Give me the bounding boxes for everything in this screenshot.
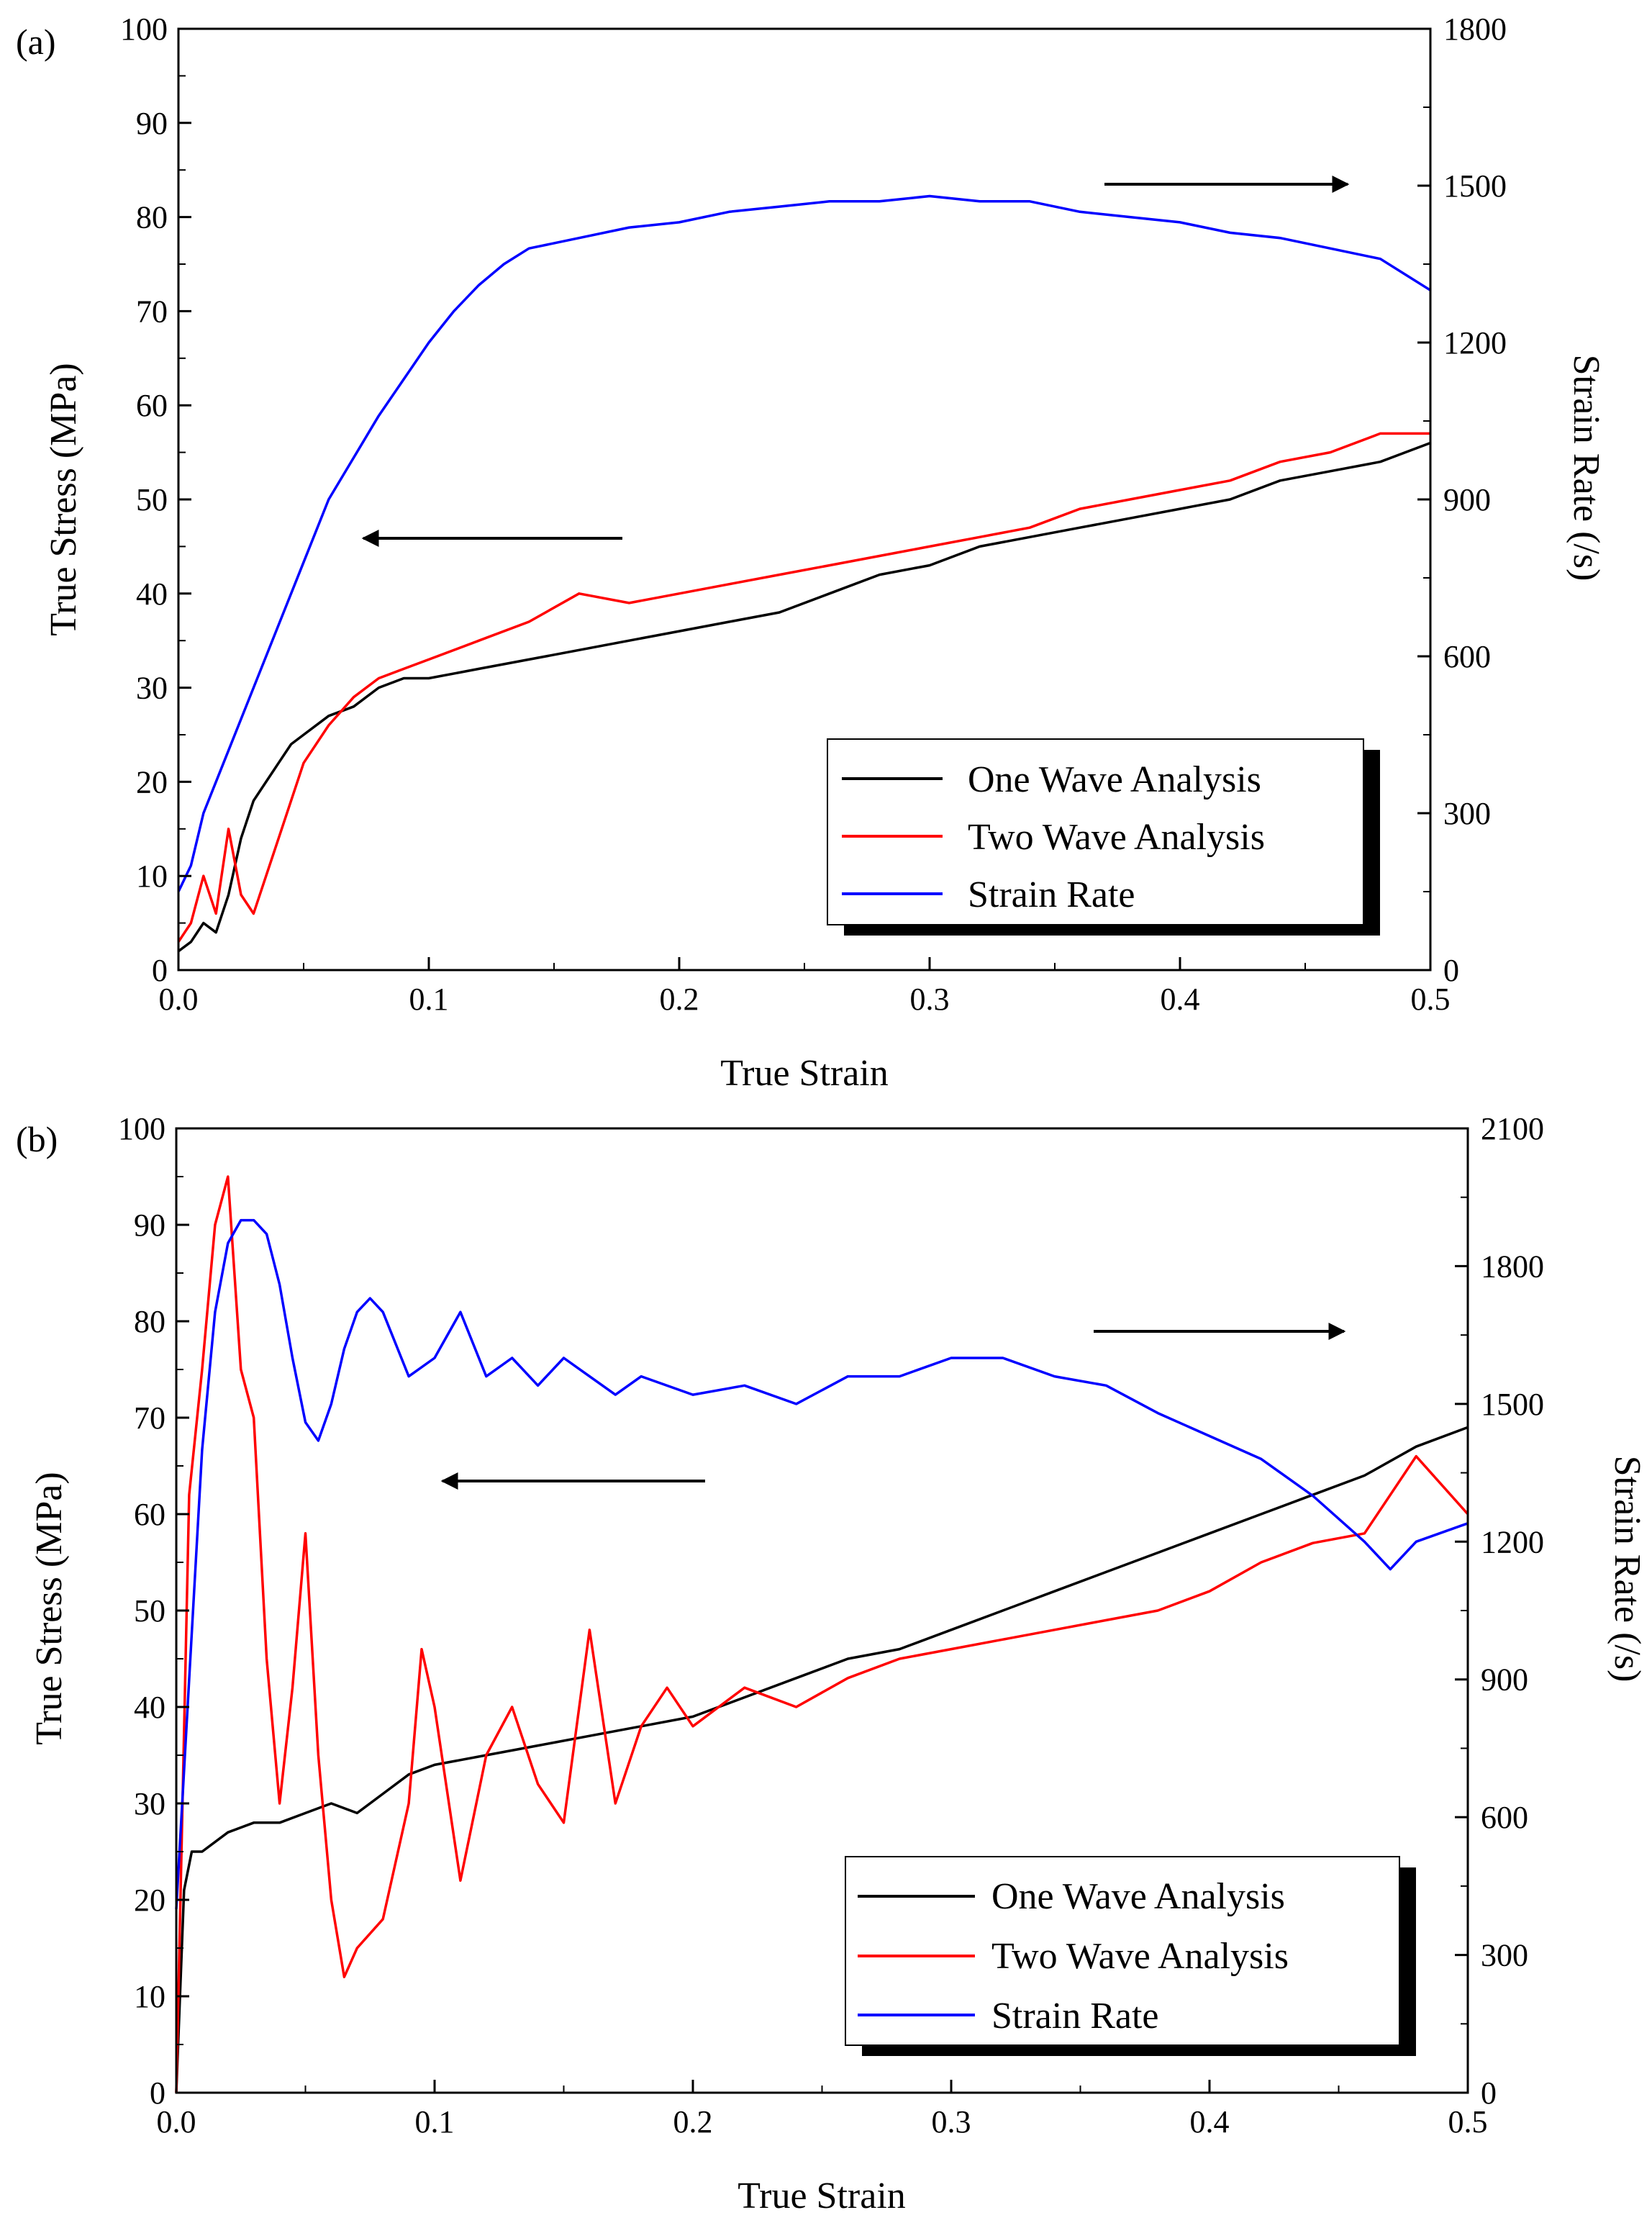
panel-a-x-label: True Strain <box>720 1053 889 1094</box>
panel-a-ticks: 0.0 0.1 0.2 0.3 0.4 0.50102030405060708090100… <box>120 12 1507 1017</box>
panel-b-y-tick-label: 0 <box>150 2075 165 2111</box>
panel-b: (b) 0.0 0.1 0.2 0.3 0.4 0.5010203040506070809… <box>16 1111 1648 2216</box>
panel-b-y-tick-label: 10 <box>134 1979 165 2014</box>
panel-b-y-tick-label: 90 <box>134 1208 165 1243</box>
panel-b-y-tick-label: 50 <box>134 1593 165 1629</box>
panel-b-y2-tick-label: 300 <box>1481 1938 1528 1973</box>
panel-b-series-two-wave <box>175 1175 1469 2093</box>
panel-b-y2-label: Strain Rate (/s) <box>1607 1456 1648 1683</box>
panel-b-y2-tick-label: 900 <box>1481 1662 1528 1698</box>
panel-a: (a) 0.0 0.1 0.2 0.3 0.4 0.5010203040506070809… <box>16 12 1607 1094</box>
panel-b-x-tick-label: 0.5 <box>1448 2104 1488 2139</box>
panel-a-series-one-wave <box>177 441 1431 953</box>
panel-a-y2-label: Strain Rate (/s) <box>1566 355 1607 581</box>
panel-b-y-label: True Stress (MPa) <box>29 1472 70 1744</box>
panel-a-y2-tick-label: 1500 <box>1443 168 1507 204</box>
panel-a-y-tick-label: 10 <box>136 859 168 894</box>
panel-b-y2-tick-label: 1200 <box>1481 1524 1544 1559</box>
panel-b-x-tick-label: 0.0 <box>157 2104 196 2139</box>
panel-a-y-tick-label: 100 <box>120 12 168 47</box>
panel-b-series-strain-rate <box>175 1218 1469 1909</box>
panel-b-y-tick-label: 100 <box>118 1111 165 1146</box>
panel-a-series <box>177 194 1431 953</box>
panel-b-legend: One Wave Analysis Two Wave Analysis Stra… <box>845 1856 1416 2056</box>
panel-a-y2-tick-label: 600 <box>1443 639 1491 674</box>
panel-a-y2-tick-label: 900 <box>1443 482 1491 517</box>
panel-a-y-tick-label: 90 <box>136 106 168 141</box>
panel-a-legend: One Wave Analysis Two Wave Analysis Stra… <box>827 738 1380 936</box>
panel-a-x-tick-label: 0.0 <box>159 982 199 1017</box>
panel-b-y-tick-label: 70 <box>134 1400 165 1436</box>
panel-a-label: (a) <box>16 22 56 62</box>
panel-b-y-tick-label: 40 <box>134 1690 165 1725</box>
panel-b-legend-two: Two Wave Analysis <box>991 1936 1289 1977</box>
panel-b-y-tick-label: 80 <box>134 1304 165 1339</box>
panel-b-series <box>175 1175 1469 2093</box>
panel-b-y2-tick-label: 0 <box>1481 2075 1497 2111</box>
panel-a-y-tick-label: 0 <box>152 953 168 988</box>
panel-a-x-tick-label: 0.3 <box>910 982 950 1017</box>
panel-b-ticks: 0.0 0.1 0.2 0.3 0.4 0.50102030405060708090100… <box>118 1111 1544 2139</box>
panel-b-y-tick-label: 20 <box>134 1883 165 1918</box>
panel-a-x-tick-label: 0.5 <box>1411 982 1451 1017</box>
panel-a-y-tick-label: 80 <box>136 200 168 235</box>
panel-b-x-tick-label: 0.3 <box>932 2104 971 2139</box>
panel-a-x-tick-label: 0.2 <box>660 982 699 1017</box>
panel-b-x-label: True Strain <box>738 2175 906 2216</box>
panel-b-legend-rate: Strain Rate <box>991 1996 1159 2037</box>
panel-b-x-tick-label: 0.4 <box>1190 2104 1230 2139</box>
panel-a-x-tick-label: 0.4 <box>1161 982 1200 1017</box>
panel-b-y-tick-label: 30 <box>134 1786 165 1821</box>
panel-a-y2-tick-label: 1800 <box>1443 12 1507 47</box>
panel-a-y2-tick-label: 0 <box>1443 953 1459 988</box>
panel-a-y-tick-label: 30 <box>136 671 168 706</box>
panel-a-y2-tick-label: 300 <box>1443 796 1491 831</box>
panel-a-legend-one: One Wave Analysis <box>968 759 1261 800</box>
panel-a-legend-two: Two Wave Analysis <box>968 817 1265 858</box>
panel-b-y2-tick-label: 600 <box>1481 1800 1528 1835</box>
panel-b-legend-one: One Wave Analysis <box>991 1876 1285 1917</box>
panel-b-y2-tick-label: 1500 <box>1481 1387 1544 1422</box>
panel-a-series-strain-rate <box>177 194 1431 892</box>
panel-a-legend-rate: Strain Rate <box>968 874 1135 915</box>
panel-b-x-tick-label: 0.1 <box>415 2104 455 2139</box>
panel-a-y2-tick-label: 1200 <box>1443 325 1507 361</box>
panel-a-x-tick-label: 0.1 <box>409 982 449 1017</box>
panel-a-series-two-wave <box>177 432 1430 943</box>
panel-b-x-tick-label: 0.2 <box>673 2104 713 2139</box>
panel-b-y-tick-label: 60 <box>134 1497 165 1532</box>
panel-a-y-tick-label: 70 <box>136 294 168 329</box>
panel-a-y-tick-label: 40 <box>136 576 168 612</box>
panel-b-label: (b) <box>16 1119 58 1159</box>
panel-a-y-tick-label: 60 <box>136 388 168 423</box>
panel-b-y2-tick-label: 2100 <box>1481 1111 1544 1146</box>
panel-a-y-tick-label: 20 <box>136 764 168 800</box>
panel-a-y-label: True Stress (MPa) <box>43 363 84 635</box>
panel-b-y2-tick-label: 1800 <box>1481 1249 1544 1284</box>
panel-a-y-tick-label: 50 <box>136 482 168 517</box>
